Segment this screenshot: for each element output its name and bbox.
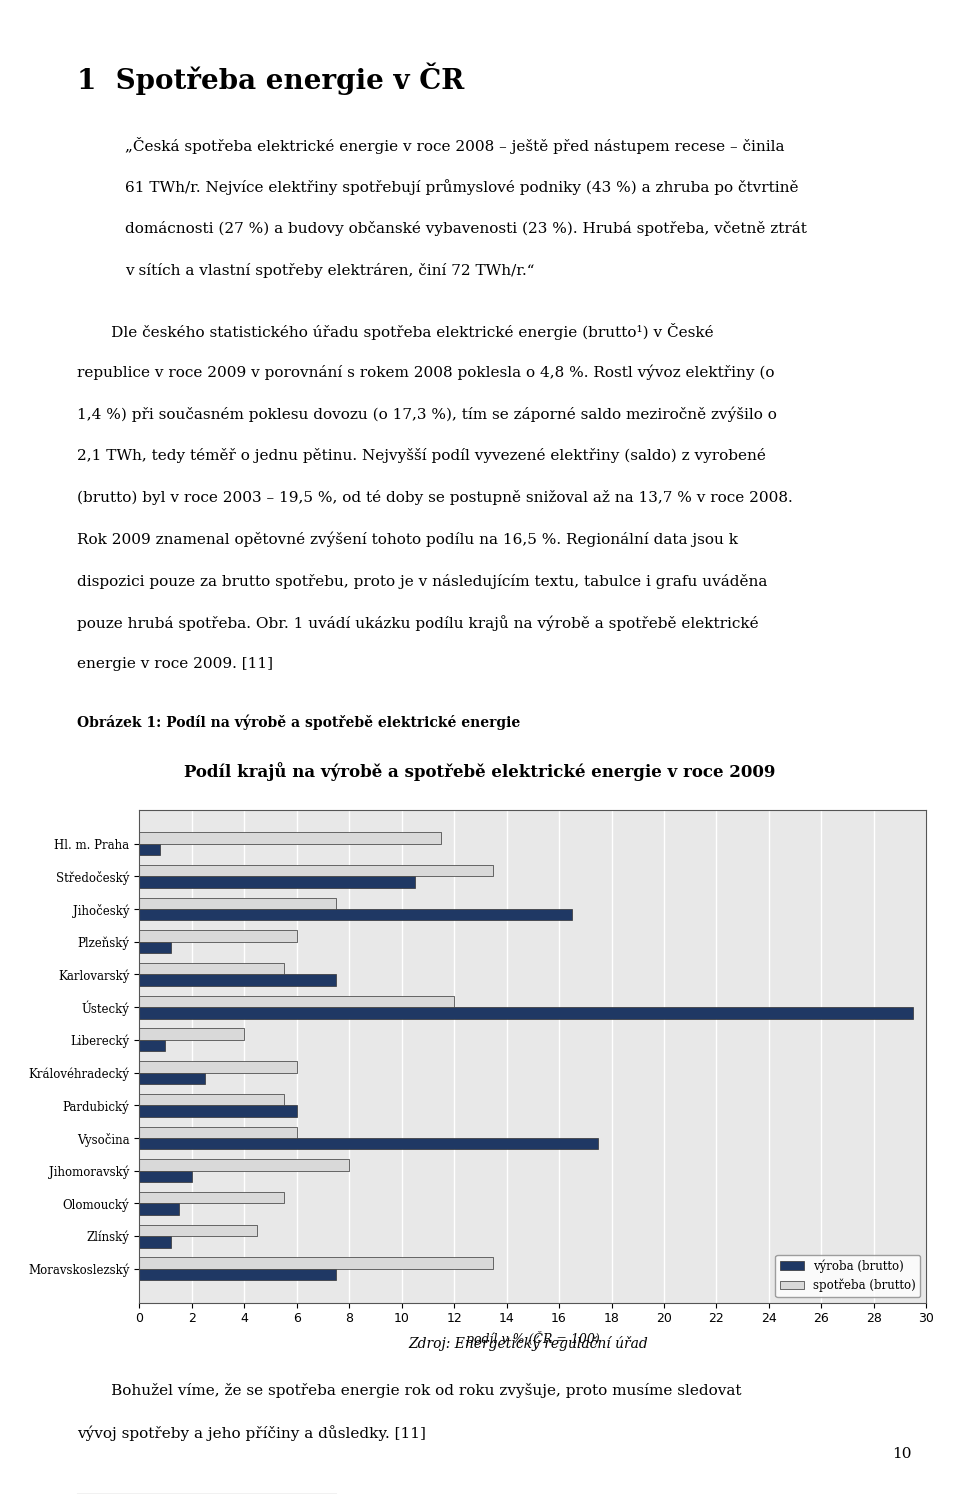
Text: republice v roce 2009 v porovnání s rokem 2008 poklesla o 4,8 %. Rostl vývoz ele: republice v roce 2009 v porovnání s roke…	[77, 365, 775, 379]
Bar	[139, 995, 454, 1007]
Bar	[139, 1225, 257, 1236]
Bar	[139, 877, 415, 887]
Bar	[139, 1258, 493, 1268]
Text: Bohužel víme, že se spotřeba energie rok od roku zvyšuje, proto musíme sledovat: Bohužel víme, že se spotřeba energie rok…	[77, 1383, 741, 1398]
Bar	[139, 964, 283, 974]
Text: Obrázek 1: Podíl na výrobě a spotřebě elektrické energie: Obrázek 1: Podíl na výrobě a spotřebě el…	[77, 714, 520, 729]
Bar	[139, 1236, 171, 1247]
Bar	[139, 941, 171, 953]
Text: 1  Spotřeba energie v ČR: 1 Spotřeba energie v ČR	[77, 63, 464, 96]
Text: „Česká spotřeba elektrické energie v roce 2008 – ještě před nástupem recese – či: „Česká spotřeba elektrické energie v roc…	[125, 137, 784, 154]
Text: 61 TWh/r. Nejvíce elektřiny spotřebují průmyslové podniky (43 %) a zhruba po čtv: 61 TWh/r. Nejvíce elektřiny spotřebují p…	[125, 179, 799, 196]
Bar	[139, 1040, 165, 1052]
Bar	[139, 1094, 283, 1106]
Text: energie v roce 2009. [11]: energie v roce 2009. [11]	[77, 657, 273, 671]
Bar	[139, 1204, 179, 1215]
Text: 10: 10	[893, 1448, 912, 1461]
Bar	[139, 1171, 192, 1182]
Bar	[139, 1268, 336, 1280]
Text: 2,1 TWh, tedy téměř o jednu pětinu. Nejvyšší podíl vyvezené elektřiny (saldo) z : 2,1 TWh, tedy téměř o jednu pětinu. Nejv…	[77, 448, 766, 463]
Text: vývoj spotřeby a jeho příčiny a důsledky. [11]: vývoj spotřeby a jeho příčiny a důsledky…	[77, 1425, 425, 1442]
Legend: výroba (brutto), spotřeba (brutto): výroba (brutto), spotřeba (brutto)	[776, 1255, 921, 1297]
Text: pouze hrubá spotřeba. Obr. 1 uvádí ukázku podílu krajů na výrobě a spotřebě elek: pouze hrubá spotřeba. Obr. 1 uvádí ukázk…	[77, 616, 758, 632]
Text: 1,4 %) při současném poklesu dovozu (o 17,3 %), tím se záporné saldo meziročně z: 1,4 %) při současném poklesu dovozu (o 1…	[77, 406, 777, 421]
Text: v sítích a vlastní spotřeby elektráren, činí 72 TWh/r.“: v sítích a vlastní spotřeby elektráren, …	[125, 263, 535, 278]
Bar	[139, 1159, 349, 1171]
Bar	[139, 908, 572, 920]
Text: (brutto) byl v roce 2003 – 19,5 %, od té doby se postupně snižoval až na 13,7 % : (brutto) byl v roce 2003 – 19,5 %, od té…	[77, 490, 793, 505]
Bar	[139, 844, 160, 855]
Bar	[139, 1106, 297, 1118]
Text: domácnosti (27 %) a budovy občanské vybavenosti (23 %). Hrubá spotřeba, včetně z: domácnosti (27 %) a budovy občanské vyba…	[125, 221, 806, 236]
Text: Rok 2009 znamenal opětovné zvýšení tohoto podílu na 16,5 %. Regionální data jsou: Rok 2009 znamenal opětovné zvýšení tohot…	[77, 532, 738, 547]
Text: dispozici pouze za brutto spotřebu, proto je v následujícím textu, tabulce i gra: dispozici pouze za brutto spotřebu, prot…	[77, 574, 767, 589]
Bar	[139, 974, 336, 986]
Bar	[139, 1192, 283, 1204]
Bar	[139, 1028, 244, 1040]
Bar	[139, 832, 441, 844]
Text: Zdroj: Energetický regulační úřad: Zdroj: Energetický regulační úřad	[408, 1336, 648, 1351]
Bar	[139, 1061, 297, 1073]
Bar	[139, 1138, 598, 1149]
Text: Podíl krajů na výrobě a spotřebě elektrické energie v roce 2009: Podíl krajů na výrobě a spotřebě elektri…	[184, 762, 776, 781]
Bar	[139, 898, 336, 908]
Bar	[139, 931, 297, 941]
Text: Dle českého statistického úřadu spotřeba elektrické energie (brutto¹) v České: Dle českého statistického úřadu spotřeba…	[77, 323, 713, 339]
Bar	[139, 1073, 204, 1085]
Bar	[139, 1126, 297, 1138]
X-axis label: podíl v % (ČR = 100): podíl v % (ČR = 100)	[466, 1331, 600, 1346]
Bar	[139, 1007, 913, 1019]
Bar	[139, 865, 493, 877]
